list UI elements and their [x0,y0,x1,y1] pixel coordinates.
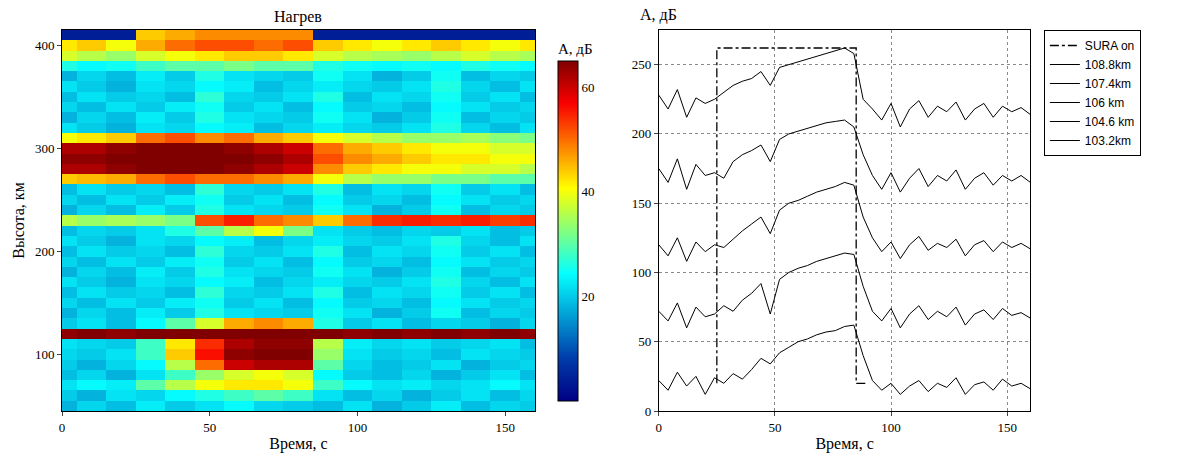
svg-text:400: 400 [35,38,55,53]
svg-text:200: 200 [35,244,55,259]
svg-text:0: 0 [645,404,652,419]
svg-text:50: 50 [203,420,216,435]
svg-text:300: 300 [35,141,55,156]
svg-text:107.4km: 107.4km [1085,77,1131,91]
svg-text:0: 0 [656,420,663,435]
svg-text:100: 100 [881,420,901,435]
svg-text:SURA on: SURA on [1085,39,1134,53]
svg-text:100: 100 [348,420,368,435]
svg-text:Время, с: Время, с [815,435,873,453]
svg-text:А, дБ: А, дБ [558,41,593,57]
svg-text:50: 50 [768,420,781,435]
svg-text:100: 100 [632,265,652,280]
svg-text:60: 60 [582,80,595,95]
svg-text:200: 200 [632,126,652,141]
svg-text:150: 150 [496,420,516,435]
svg-text:Нагрев: Нагрев [274,8,322,26]
svg-text:Высота, км: Высота, км [10,182,27,259]
svg-text:108.8km: 108.8km [1085,58,1131,72]
svg-text:104.6 km: 104.6 km [1085,115,1134,129]
svg-text:250: 250 [632,57,652,72]
svg-text:Время, с: Время, с [269,435,327,453]
svg-text:150: 150 [997,420,1017,435]
svg-text:100: 100 [35,347,55,362]
svg-text:40: 40 [582,184,595,199]
svg-text:103.2km: 103.2km [1085,134,1131,148]
svg-text:106 km: 106 km [1085,96,1124,110]
svg-text:0: 0 [59,420,66,435]
svg-text:150: 150 [632,196,652,211]
svg-text:А, дБ: А, дБ [640,6,677,24]
svg-text:20: 20 [582,289,595,304]
svg-text:50: 50 [638,334,651,349]
